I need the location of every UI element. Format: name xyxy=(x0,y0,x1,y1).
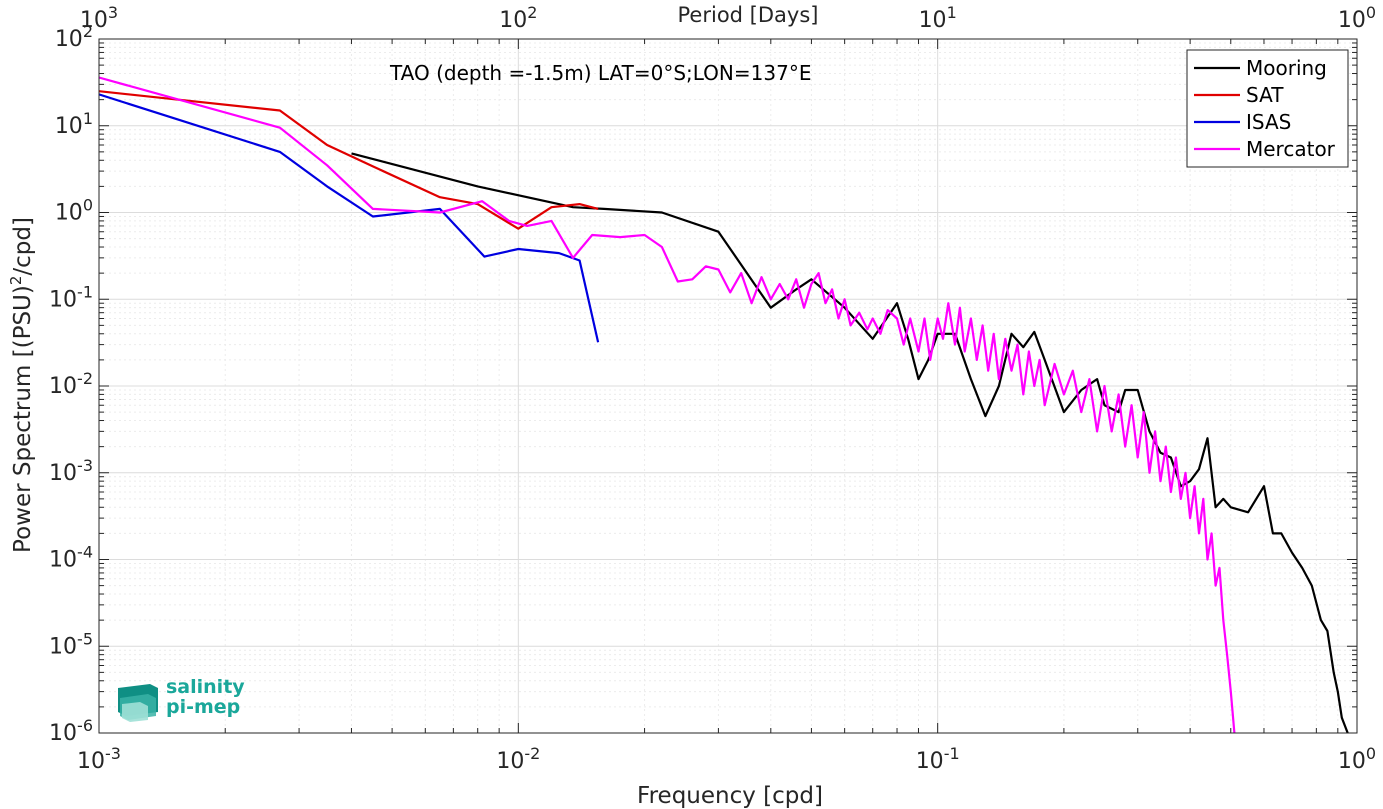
salinity-pi-mep-logo: salinity pi-mep xyxy=(118,676,245,722)
top-x-tick-label: 102 xyxy=(499,3,537,33)
y-tick-label: 10-5 xyxy=(49,629,93,659)
y-axis-label-superscript: 2 xyxy=(7,276,25,286)
logo-mark-icon xyxy=(118,684,158,722)
y-tick-label: 102 xyxy=(55,22,93,52)
top-x-tick-label: 100 xyxy=(1338,3,1376,33)
x-tick-label: 10-1 xyxy=(916,744,960,774)
y-axis-label-tail: /cpd] xyxy=(10,217,36,276)
logo-line1: salinity xyxy=(166,676,245,698)
y-tick-label: 10-6 xyxy=(49,716,93,746)
chart-annotation: TAO (depth =-1.5m) LAT=0°S;LON=137°E xyxy=(389,61,811,85)
series-line-sat xyxy=(99,90,599,230)
y-tick-label: 10-3 xyxy=(49,456,93,486)
y-tick-label: 10-1 xyxy=(49,282,93,312)
legend: Mooring SAT ISAS Mercator xyxy=(1186,49,1349,168)
legend-label-mercator: Mercator xyxy=(1246,137,1336,161)
ticks xyxy=(99,39,1357,733)
legend-label-isas: ISAS xyxy=(1246,110,1291,134)
x-tick-label: 10-2 xyxy=(496,744,540,774)
series-line-mooring xyxy=(351,152,1349,733)
legend-label-sat: SAT xyxy=(1246,83,1284,107)
series-line-isas xyxy=(99,93,600,343)
y-axis-label: Power Spectrum [(PSU)2/cpd] xyxy=(7,217,36,553)
series-line-mercator xyxy=(99,76,1236,733)
top-x-tick-label: 101 xyxy=(919,3,957,33)
logo-line2: pi-mep xyxy=(166,696,240,718)
legend-box xyxy=(1186,49,1349,168)
x-tick-label: 100 xyxy=(1338,744,1376,774)
y-tick-label: 101 xyxy=(55,109,93,139)
x-tick-label: 10-3 xyxy=(77,744,121,774)
top-x-axis-label: Period [Days] xyxy=(678,3,819,27)
y-axis-label-main: Power Spectrum [(PSU) xyxy=(10,285,36,553)
y-tick-label: 100 xyxy=(55,196,93,226)
y-tick-label: 10-2 xyxy=(49,369,93,399)
series-lines xyxy=(99,76,1349,733)
top-x-tick-label: 103 xyxy=(80,3,118,33)
legend-label-mooring: Mooring xyxy=(1246,56,1327,80)
y-tick-label: 10-4 xyxy=(49,543,93,573)
x-axis-label: Frequency [cpd] xyxy=(637,783,823,809)
